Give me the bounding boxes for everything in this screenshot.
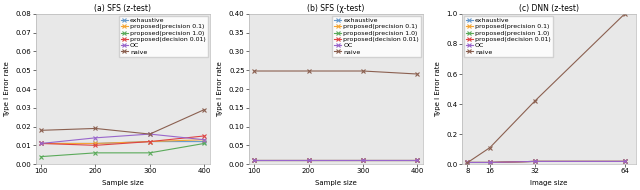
Y-axis label: Type I Error rate: Type I Error rate xyxy=(435,61,441,117)
X-axis label: Image size: Image size xyxy=(530,180,568,186)
Legend: exhaustive, proposed(precision 0.1), proposed(precision 1.0), proposed(decision : exhaustive, proposed(precision 0.1), pro… xyxy=(464,16,552,56)
Title: (a) SFS (z-test): (a) SFS (z-test) xyxy=(94,4,151,13)
Legend: exhaustive, proposed(precision 0.1), proposed(precision 1.0), proposed(decision : exhaustive, proposed(precision 0.1), pro… xyxy=(119,16,208,56)
Y-axis label: Type I Error rate: Type I Error rate xyxy=(218,61,223,117)
Legend: exhaustive, proposed(precision 0.1), proposed(precision 1.0), proposed(decision : exhaustive, proposed(precision 0.1), pro… xyxy=(332,16,421,56)
Title: (b) SFS (χ-test): (b) SFS (χ-test) xyxy=(307,4,364,13)
X-axis label: Sample size: Sample size xyxy=(102,180,143,186)
X-axis label: Sample size: Sample size xyxy=(315,180,356,186)
Y-axis label: Type I Error rate: Type I Error rate xyxy=(4,61,10,117)
Title: (c) DNN (z-test): (c) DNN (z-test) xyxy=(519,4,579,13)
